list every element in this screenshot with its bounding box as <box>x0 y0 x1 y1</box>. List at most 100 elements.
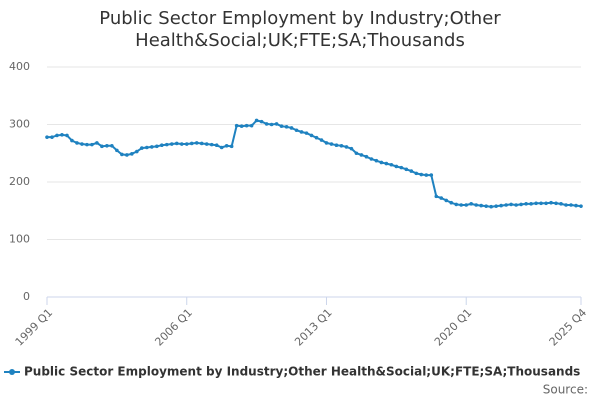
point <box>529 202 533 206</box>
point <box>65 133 69 138</box>
point <box>484 204 488 208</box>
point <box>140 146 144 150</box>
point <box>199 141 204 146</box>
point <box>169 142 174 146</box>
point <box>524 202 528 206</box>
point <box>214 143 219 147</box>
point <box>439 196 444 200</box>
point <box>219 145 224 150</box>
point <box>45 135 49 139</box>
point <box>279 124 284 129</box>
point <box>150 145 154 149</box>
point <box>264 122 269 126</box>
legend-label: Public Sector Employment by Industry;Oth… <box>24 365 580 379</box>
point <box>304 131 309 135</box>
point <box>90 142 94 147</box>
point <box>379 160 384 165</box>
point <box>184 142 189 146</box>
point <box>80 142 84 146</box>
point <box>135 149 139 154</box>
point <box>569 203 573 207</box>
point <box>259 119 264 124</box>
point <box>60 133 64 137</box>
point <box>249 123 254 128</box>
point <box>174 141 179 146</box>
point <box>499 203 503 208</box>
y-tick-label: 100 <box>9 233 30 246</box>
x-tick-label: 2013 Q1 <box>292 306 335 349</box>
point <box>454 202 459 207</box>
point <box>120 152 124 157</box>
point <box>444 198 449 203</box>
y-tick-label: 300 <box>9 118 30 131</box>
point <box>154 144 159 149</box>
series-line <box>47 119 582 208</box>
point <box>384 161 389 166</box>
x-tick-label: 2006 Q1 <box>152 306 195 349</box>
point <box>179 142 184 146</box>
x-tick-label: 2020 Q1 <box>432 306 475 349</box>
point <box>284 125 289 129</box>
point <box>429 173 434 177</box>
point <box>514 203 518 207</box>
point <box>324 141 329 145</box>
point <box>349 146 354 151</box>
point <box>50 135 54 139</box>
point <box>239 124 244 129</box>
point <box>509 202 513 207</box>
y-tick-label: 200 <box>9 175 30 188</box>
point <box>559 202 563 206</box>
point <box>75 141 79 145</box>
point <box>319 138 324 142</box>
point <box>399 165 404 170</box>
point <box>339 143 344 148</box>
point <box>519 202 523 207</box>
point <box>289 126 294 130</box>
point <box>449 200 454 205</box>
point <box>469 202 474 206</box>
point <box>294 128 299 133</box>
point <box>55 133 59 138</box>
point <box>394 164 399 169</box>
point <box>189 141 194 146</box>
point <box>244 123 249 128</box>
chart-title: Public Sector Employment by Industry;Oth… <box>99 8 501 51</box>
point <box>204 142 209 146</box>
point <box>474 203 478 207</box>
point <box>504 203 508 207</box>
point <box>494 204 498 208</box>
point <box>424 173 429 177</box>
point <box>554 201 558 206</box>
point <box>579 204 583 208</box>
point <box>299 130 304 134</box>
point <box>459 203 464 207</box>
point <box>309 133 314 138</box>
point <box>409 169 414 173</box>
point <box>105 143 109 148</box>
y-tick-label: 400 <box>9 60 30 73</box>
point <box>334 143 339 147</box>
point <box>234 123 239 128</box>
point <box>479 203 483 208</box>
point <box>70 138 74 143</box>
point <box>549 200 553 205</box>
point <box>329 142 334 146</box>
point <box>254 118 259 123</box>
point <box>489 204 493 209</box>
point <box>364 154 369 159</box>
point <box>110 143 114 148</box>
point <box>115 148 119 153</box>
point <box>95 141 99 145</box>
x-tick-label: 2025 Q4 <box>547 306 590 349</box>
point <box>274 122 279 126</box>
point <box>404 167 409 172</box>
y-tick-label: 0 <box>23 290 30 303</box>
x-tick-label: 1999 Q1 <box>13 306 56 349</box>
point <box>369 157 374 161</box>
point <box>389 162 394 167</box>
source: Source: <box>543 383 588 397</box>
point <box>564 203 568 207</box>
point <box>464 203 469 207</box>
